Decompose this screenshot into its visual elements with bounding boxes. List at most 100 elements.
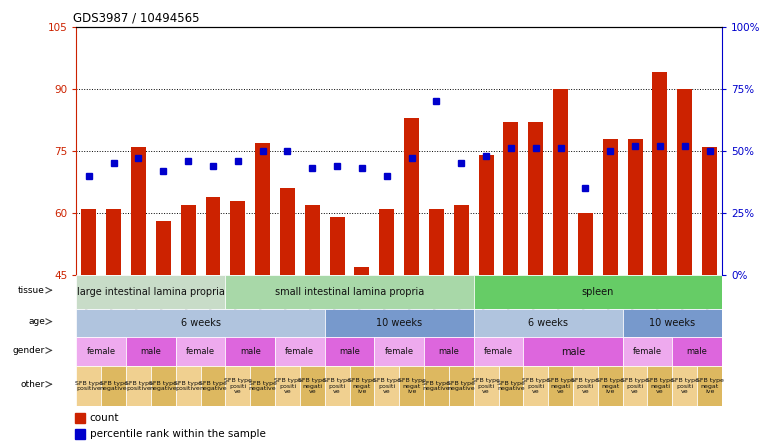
Text: age: age bbox=[28, 317, 45, 326]
Bar bbox=[225, 366, 251, 406]
Text: count: count bbox=[90, 413, 119, 423]
Bar bbox=[76, 337, 126, 366]
Bar bbox=[523, 337, 623, 366]
Text: SFB type
negati
ve: SFB type negati ve bbox=[547, 378, 575, 394]
Bar bbox=[628, 139, 643, 275]
Bar bbox=[325, 366, 350, 406]
Bar bbox=[474, 309, 623, 337]
Text: male: male bbox=[687, 347, 707, 357]
Bar bbox=[678, 89, 692, 275]
Bar bbox=[255, 143, 270, 275]
Bar bbox=[553, 89, 568, 275]
Text: other: other bbox=[21, 380, 45, 389]
Bar bbox=[225, 275, 474, 309]
Bar bbox=[131, 147, 146, 275]
Text: female: female bbox=[633, 347, 662, 357]
Text: SFB type
negati
ve: SFB type negati ve bbox=[299, 378, 326, 394]
Bar bbox=[623, 366, 648, 406]
Bar bbox=[76, 275, 225, 309]
Bar bbox=[176, 337, 225, 366]
Text: large intestinal lamina propria: large intestinal lamina propria bbox=[77, 287, 225, 297]
Bar bbox=[672, 366, 698, 406]
Bar bbox=[400, 366, 424, 406]
Text: SFB type
negative: SFB type negative bbox=[249, 381, 277, 392]
Bar bbox=[350, 366, 374, 406]
Text: SFB type
positi
ve: SFB type positi ve bbox=[323, 378, 351, 394]
Text: SFB type
negat
ive: SFB type negat ive bbox=[696, 378, 724, 394]
Text: female: female bbox=[285, 347, 315, 357]
Text: SFB type
positi
ve: SFB type positi ve bbox=[522, 378, 549, 394]
Bar bbox=[523, 366, 549, 406]
Bar bbox=[200, 366, 225, 406]
Text: female: female bbox=[186, 347, 215, 357]
Bar bbox=[76, 366, 101, 406]
Text: SFB type
negative: SFB type negative bbox=[150, 381, 177, 392]
Bar bbox=[76, 309, 325, 337]
Bar bbox=[549, 366, 573, 406]
Bar bbox=[573, 366, 598, 406]
Bar bbox=[181, 205, 196, 275]
Bar bbox=[354, 267, 370, 275]
Text: 6 weeks: 6 weeks bbox=[528, 318, 568, 328]
Text: male: male bbox=[439, 347, 459, 357]
Bar bbox=[598, 366, 623, 406]
Text: SFB type
positi
ve: SFB type positi ve bbox=[621, 378, 649, 394]
Bar bbox=[623, 337, 672, 366]
Bar bbox=[474, 275, 722, 309]
Bar bbox=[474, 366, 499, 406]
Text: 10 weeks: 10 weeks bbox=[376, 318, 422, 328]
Text: small intestinal lamina propria: small intestinal lamina propria bbox=[275, 287, 424, 297]
Bar bbox=[503, 122, 519, 275]
Bar bbox=[206, 197, 221, 275]
Bar bbox=[231, 201, 245, 275]
Text: SFB type
positi
ve: SFB type positi ve bbox=[274, 378, 301, 394]
Bar bbox=[380, 209, 394, 275]
Bar bbox=[106, 209, 121, 275]
Bar bbox=[578, 213, 593, 275]
Text: SFB type
positive: SFB type positive bbox=[125, 381, 152, 392]
Text: SFB type
positi
ve: SFB type positi ve bbox=[671, 378, 698, 394]
Text: SFB type
negati
ve: SFB type negati ve bbox=[646, 378, 674, 394]
Bar bbox=[648, 366, 672, 406]
Bar bbox=[702, 147, 717, 275]
Bar bbox=[424, 366, 449, 406]
Text: SFB type
positi
ve: SFB type positi ve bbox=[224, 378, 251, 394]
Bar bbox=[176, 366, 201, 406]
Bar bbox=[82, 209, 96, 275]
Text: 6 weeks: 6 weeks bbox=[180, 318, 221, 328]
Text: SFB type
negative: SFB type negative bbox=[199, 381, 227, 392]
Bar bbox=[424, 337, 474, 366]
Bar bbox=[156, 222, 171, 275]
Text: SFB type
negative: SFB type negative bbox=[448, 381, 475, 392]
Bar bbox=[275, 366, 299, 406]
Text: SFB type
positi
ve: SFB type positi ve bbox=[571, 378, 599, 394]
Text: SFB type
negat
ive: SFB type negat ive bbox=[348, 378, 376, 394]
Text: GDS3987 / 10494565: GDS3987 / 10494565 bbox=[73, 11, 199, 24]
Text: SFB type
negative: SFB type negative bbox=[100, 381, 128, 392]
Bar bbox=[697, 366, 722, 406]
Text: female: female bbox=[484, 347, 513, 357]
Bar bbox=[474, 337, 523, 366]
Bar bbox=[126, 337, 176, 366]
Bar bbox=[652, 72, 668, 275]
Text: gender: gender bbox=[13, 346, 45, 355]
Bar bbox=[374, 366, 400, 406]
Bar bbox=[454, 205, 469, 275]
Text: SFB type
negat
ive: SFB type negat ive bbox=[398, 378, 426, 394]
Bar bbox=[330, 217, 345, 275]
Bar bbox=[299, 366, 325, 406]
Text: SFB type
positi
ve: SFB type positi ve bbox=[373, 378, 400, 394]
Bar bbox=[225, 337, 275, 366]
Text: male: male bbox=[141, 347, 161, 357]
Text: spleen: spleen bbox=[581, 287, 614, 297]
Text: male: male bbox=[561, 347, 585, 357]
Bar bbox=[325, 337, 374, 366]
Text: SFB type
negative: SFB type negative bbox=[497, 381, 525, 392]
Text: 10 weeks: 10 weeks bbox=[649, 318, 695, 328]
Bar bbox=[404, 118, 419, 275]
Bar bbox=[672, 337, 722, 366]
Text: male: male bbox=[240, 347, 261, 357]
Bar bbox=[479, 155, 494, 275]
Text: female: female bbox=[384, 347, 414, 357]
Bar bbox=[499, 366, 523, 406]
